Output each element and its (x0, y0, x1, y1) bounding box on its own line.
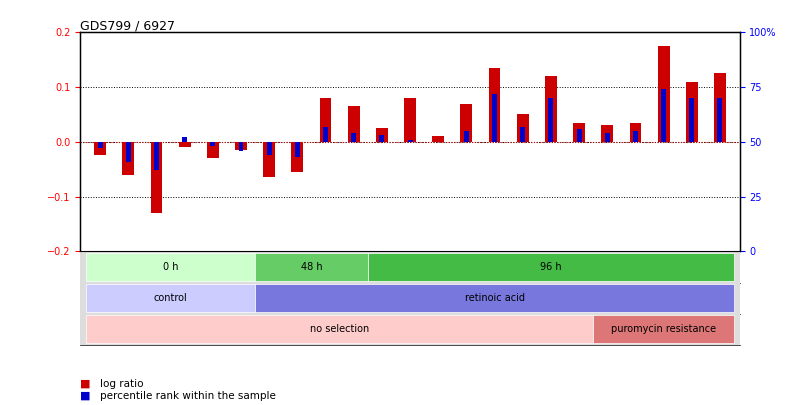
FancyBboxPatch shape (86, 284, 255, 312)
Bar (488, 68, 499, 142)
Bar (576, 129, 581, 142)
Bar (688, 98, 693, 142)
FancyBboxPatch shape (593, 315, 733, 343)
Bar (94, 142, 106, 156)
FancyBboxPatch shape (86, 315, 593, 343)
Bar (150, 142, 162, 213)
Bar (210, 142, 215, 146)
Text: no selection: no selection (310, 324, 369, 335)
Text: control: control (153, 293, 187, 303)
Text: GDS799 / 6927: GDS799 / 6927 (80, 19, 175, 32)
Bar (295, 142, 300, 157)
Bar (97, 142, 103, 148)
Text: log ratio: log ratio (100, 379, 144, 389)
Text: ■: ■ (80, 391, 91, 401)
Bar (660, 89, 665, 142)
Bar (263, 142, 275, 177)
Bar (716, 98, 722, 142)
Bar (323, 126, 328, 142)
FancyBboxPatch shape (255, 253, 367, 281)
Text: 96 h: 96 h (540, 262, 561, 272)
FancyBboxPatch shape (86, 253, 255, 281)
Bar (573, 123, 585, 142)
Text: percentile rank within the sample: percentile rank within the sample (100, 391, 276, 401)
Bar (544, 76, 556, 142)
Bar (122, 142, 134, 175)
Bar (601, 126, 613, 142)
Bar (234, 142, 247, 150)
Bar (629, 123, 641, 142)
Bar (404, 98, 415, 142)
Bar (126, 142, 131, 162)
Bar (379, 135, 384, 142)
FancyBboxPatch shape (255, 284, 733, 312)
Bar (460, 104, 471, 142)
Bar (348, 106, 359, 142)
Text: puromycin resistance: puromycin resistance (610, 324, 715, 335)
Bar (182, 137, 187, 142)
Text: 0 h: 0 h (162, 262, 178, 272)
Bar (432, 136, 443, 142)
Text: retinoic acid: retinoic acid (464, 293, 524, 303)
Bar (206, 142, 218, 158)
Bar (604, 133, 609, 142)
Bar (713, 73, 725, 142)
Bar (657, 46, 669, 142)
Bar (491, 94, 496, 142)
Bar (238, 142, 243, 151)
Bar (154, 142, 159, 170)
Bar (548, 98, 552, 142)
Text: 48 h: 48 h (300, 262, 322, 272)
Bar (685, 82, 697, 142)
Bar (407, 140, 412, 142)
Bar (632, 131, 637, 142)
Bar (291, 142, 303, 172)
Bar (267, 142, 271, 155)
Bar (351, 133, 356, 142)
FancyBboxPatch shape (367, 253, 733, 281)
Bar (178, 142, 190, 147)
Bar (520, 126, 524, 142)
Bar (320, 98, 331, 142)
Text: ■: ■ (80, 379, 91, 389)
Bar (463, 131, 468, 142)
Bar (516, 115, 528, 142)
Bar (376, 128, 387, 142)
